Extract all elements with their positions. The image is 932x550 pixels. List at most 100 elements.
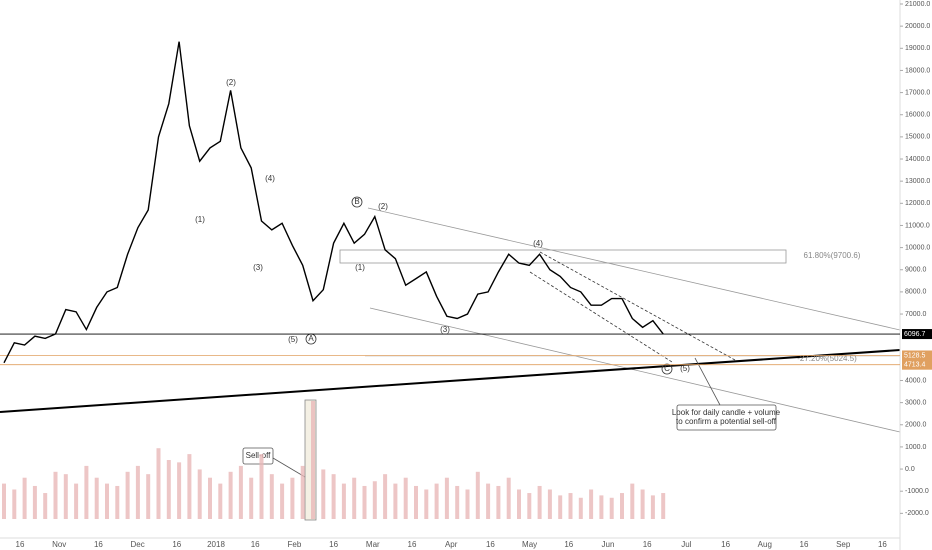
y-tick-label: 14000.0 — [905, 156, 930, 163]
x-tick-label: 16 — [878, 540, 887, 549]
volume-bar — [455, 485, 460, 519]
volume-bar — [43, 493, 48, 519]
volume-bar — [125, 471, 130, 519]
wave-label: (1) — [355, 263, 365, 272]
y-tick-label: 9000.0 — [905, 267, 927, 274]
volume-bar — [424, 489, 429, 519]
wave-label: (5) — [288, 335, 298, 344]
channel-line — [529, 271, 673, 363]
trend-line — [367, 207, 901, 331]
volume-bar — [290, 477, 295, 519]
volume-box — [304, 399, 317, 521]
price-tag — [902, 359, 932, 370]
wave-label: (2) — [226, 78, 236, 87]
volume-bar — [2, 483, 6, 519]
volume-bar — [156, 448, 161, 519]
x-tick-label: 16 — [408, 540, 417, 549]
support-line — [0, 349, 901, 413]
volume-bar — [568, 493, 573, 519]
wave-label: B — [354, 197, 359, 206]
y-tick-label: 19000.0 — [905, 45, 930, 52]
volume-bar — [53, 471, 58, 519]
y-tick-label: 18000.0 — [905, 67, 930, 74]
y-tick-label: 15000.0 — [905, 134, 930, 141]
volume-bar — [331, 474, 336, 519]
volume-bar — [94, 477, 99, 519]
y-tick-label: -1000.0 — [905, 488, 929, 495]
volume-bar — [393, 483, 398, 519]
volume-bar — [311, 401, 315, 519]
volume-bar — [434, 483, 439, 519]
x-tick-label: 16 — [721, 540, 730, 549]
y-tick-label: 10000.0 — [905, 244, 930, 251]
volume-bar — [403, 477, 408, 519]
wave-label: (4) — [265, 174, 275, 183]
x-tick-label: 16 — [800, 540, 809, 549]
price-tag — [902, 329, 932, 340]
x-tick-label: Nov — [52, 540, 66, 549]
x-tick-label: 16 — [329, 540, 338, 549]
y-tick-label: 2000.0 — [905, 422, 927, 429]
callout-text: Look for daily candle + volume — [672, 408, 781, 417]
wave-label: (3) — [440, 325, 450, 334]
price-tag-label: 6096.7 — [904, 331, 926, 338]
y-tick-label: 4000.0 — [905, 377, 927, 384]
fib-label: -27.20%(5024.5) — [797, 354, 857, 363]
fib-box — [339, 249, 787, 264]
y-tick-label: 7000.0 — [905, 311, 927, 318]
volume-bar — [269, 474, 274, 519]
x-tick-label: 16 — [564, 540, 573, 549]
y-tick-label: 21000.0 — [905, 1, 930, 8]
price-tag-label: 4713.4 — [904, 362, 926, 369]
volume-bar — [414, 485, 418, 519]
callout-box — [242, 447, 274, 465]
x-tick-label: 16 — [16, 540, 25, 549]
volume-bar — [558, 495, 563, 519]
wave-label: (2) — [378, 202, 388, 211]
volume-bar — [249, 477, 254, 519]
volume-bar — [146, 474, 151, 519]
volume-bar — [115, 485, 120, 519]
volume-bar — [12, 489, 17, 519]
wave-label: (4) — [533, 239, 543, 248]
wave-circle — [351, 196, 363, 208]
x-tick-label: 16 — [251, 540, 260, 549]
volume-bar — [475, 471, 480, 519]
y-tick-label: -2000.0 — [905, 510, 929, 517]
fib-label: 61.80%(9700.6) — [804, 251, 861, 260]
volume-bar — [527, 493, 532, 519]
volume-bar — [444, 477, 449, 519]
volume-bar — [135, 465, 140, 519]
x-tick-label: Apr — [445, 540, 458, 549]
volume-bar — [578, 497, 583, 519]
callout-text: Sell-off — [246, 451, 272, 460]
price-line — [3, 41, 664, 364]
volume-bar — [74, 483, 79, 519]
wave-circle — [661, 363, 673, 375]
volume-bar — [259, 454, 264, 519]
x-tick-label: Sep — [836, 540, 851, 549]
callout-line — [694, 357, 721, 406]
x-tick-label: Jul — [681, 540, 691, 549]
x-tick-label: 16 — [94, 540, 103, 549]
y-tick-label: 8000.0 — [905, 289, 927, 296]
x-tick-label: Jun — [602, 540, 615, 549]
volume-bar — [465, 489, 470, 519]
volume-bar — [620, 493, 624, 519]
volume-bar — [341, 483, 346, 519]
volume-bar — [630, 483, 635, 519]
y-tick-label: 13000.0 — [905, 178, 930, 185]
volume-bar — [537, 485, 542, 519]
channel-line — [539, 251, 736, 361]
volume-bar — [166, 460, 171, 519]
x-tick-label: Mar — [366, 540, 380, 549]
volume-bar — [589, 489, 594, 519]
callout-text: to confirm a potential sell-off — [676, 417, 777, 426]
wave-label: A — [308, 334, 314, 343]
drawings — [0, 0, 901, 550]
y-tick-label: 1000.0 — [905, 444, 927, 451]
x-tick-label: Dec — [130, 540, 144, 549]
volume-bar — [321, 469, 326, 519]
volume-bar — [228, 471, 233, 519]
volume-bar — [496, 485, 501, 519]
